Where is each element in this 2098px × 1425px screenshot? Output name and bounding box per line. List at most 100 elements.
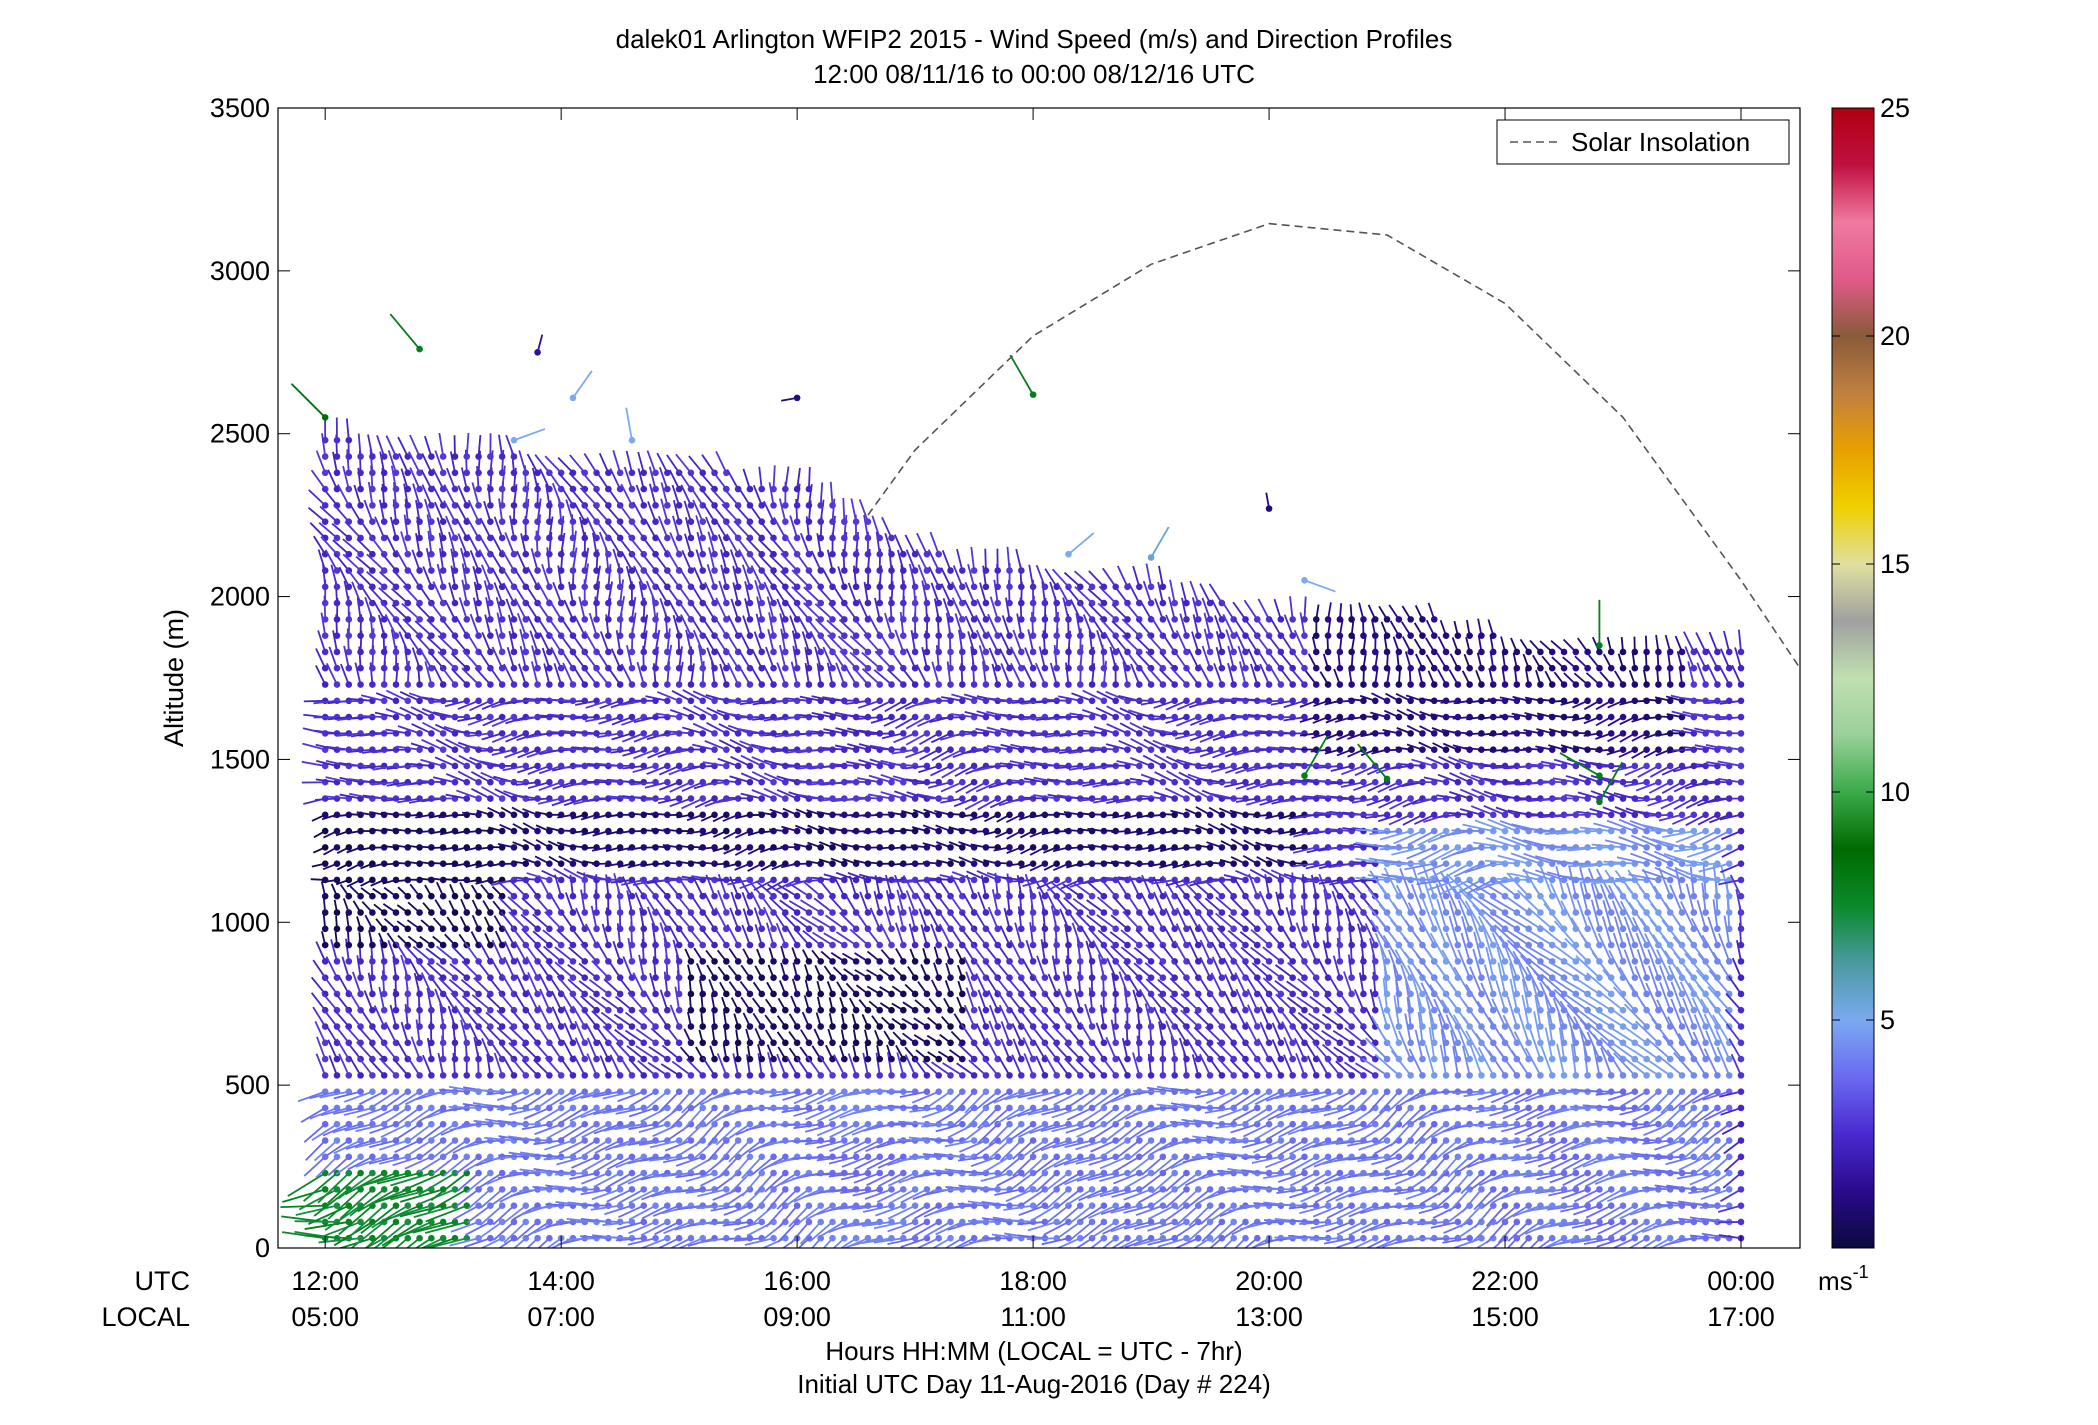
wind-barb-dot	[416, 1169, 423, 1177]
wind-barb-dot	[333, 583, 341, 591]
wind-barb-dot	[876, 1072, 884, 1079]
wind-barb-stem	[307, 506, 326, 523]
wind-barb-dot	[723, 746, 730, 753]
wind-barb-dot	[357, 469, 364, 477]
wind-barb-dot	[734, 941, 742, 949]
wind-barb-stem	[438, 548, 445, 571]
wind-barb-dot	[581, 876, 589, 884]
wind-barb-dot	[380, 616, 388, 623]
wind-barb-stem	[374, 711, 397, 718]
wind-barb-stem	[325, 759, 349, 767]
wind-barb-stem	[395, 549, 409, 571]
wind-barb-dot	[416, 1104, 423, 1112]
wind-barb-dot	[793, 534, 801, 542]
wind-barb-dot	[463, 567, 471, 574]
wind-barb-dot	[652, 941, 659, 949]
wind-barb-dot	[911, 958, 919, 965]
wind-barb-dot	[451, 925, 459, 933]
wind-barb-dot	[404, 730, 412, 737]
wind-barb-dot	[640, 958, 648, 965]
wind-barb-dot	[404, 697, 412, 705]
wind-barb-dot	[510, 958, 518, 965]
wind-barb-stem	[436, 517, 445, 539]
wind-barb-dot	[546, 1234, 553, 1242]
wind-barb-stem	[345, 418, 350, 441]
wind-barb-dot	[640, 1072, 648, 1079]
wind-barb-dot	[782, 941, 789, 949]
wind-barb-dot	[888, 1006, 895, 1014]
wind-barb-dot	[357, 1169, 364, 1177]
wind-barb-stem	[350, 1221, 385, 1248]
wind-barb-dot	[416, 941, 423, 949]
wind-barb-stem	[372, 600, 385, 620]
wind-barb-dot	[616, 567, 624, 574]
wind-barb-dot	[380, 583, 388, 591]
wind-barb-stem	[336, 484, 350, 506]
wind-barb-dot	[888, 534, 895, 542]
wind-barb-dot	[911, 974, 919, 981]
wind-barb-dot	[439, 632, 447, 639]
wind-barb-dot	[841, 583, 848, 591]
wind-barb-dot	[392, 502, 400, 509]
wind-barb-dot	[569, 909, 577, 916]
wind-barb-stem	[385, 689, 409, 702]
wind-barb-dot	[675, 1088, 683, 1095]
wind-barb-dot	[475, 616, 482, 623]
wind-barb-dot	[392, 681, 400, 688]
wind-barb-dot	[935, 1088, 943, 1095]
wind-barb-dot	[369, 469, 376, 477]
wind-barb-dot	[593, 616, 600, 623]
wind-barb-dot	[369, 1153, 376, 1161]
wind-barb-dot	[841, 1072, 848, 1079]
wind-barb-dot	[793, 909, 801, 916]
wind-barb-dot	[380, 534, 388, 542]
wind-barb-dot	[734, 681, 742, 688]
wind-barb-stem	[410, 763, 432, 767]
wind-barb-dot	[841, 1006, 848, 1014]
wind-barb-dot	[522, 648, 530, 656]
wind-barb-stem	[395, 1123, 421, 1140]
wind-barb-dot	[699, 534, 707, 542]
wind-barb-dot	[392, 485, 400, 493]
wind-barb-stem	[368, 586, 385, 604]
wind-barb-dot	[758, 762, 766, 770]
wind-barb-dot	[628, 469, 636, 477]
wind-barb-dot	[805, 974, 813, 981]
wind-barb-stem	[313, 699, 338, 705]
wind-barb-dot	[616, 1137, 624, 1144]
wind-barb-dot	[675, 1006, 683, 1014]
wind-barb-dot	[923, 713, 931, 721]
wind-barb-dot	[687, 958, 695, 965]
wind-barb-dot	[793, 811, 801, 819]
wind-barb-stem	[300, 1107, 326, 1123]
wind-barb-dot	[911, 567, 919, 574]
wind-barb-dot	[841, 941, 848, 949]
wind-barb-dot	[664, 1120, 671, 1128]
wind-barb-stem	[398, 631, 409, 653]
wind-barb-dot	[652, 469, 659, 477]
wind-barb-stem	[886, 1090, 916, 1094]
wind-barb-dot	[345, 844, 353, 851]
wind-barb-dot	[333, 664, 341, 672]
wind-barb-stem	[360, 1204, 397, 1235]
wind-barb-dot	[652, 485, 659, 493]
wind-barb-dot	[675, 958, 683, 965]
wind-barb-dot	[841, 958, 848, 965]
wind-barb-stem	[391, 1221, 432, 1241]
wind-barb-dot	[463, 616, 471, 623]
wind-barb-dot	[546, 567, 553, 574]
wind-barb-dot	[770, 1006, 777, 1014]
wind-barb-stem	[420, 758, 444, 767]
wind-barb-stem	[394, 1090, 421, 1109]
wind-barb-dot	[333, 534, 341, 542]
wind-barb-dot	[546, 534, 553, 542]
wind-barb-dot	[616, 648, 624, 656]
wind-barb-dot	[451, 1072, 459, 1079]
wind-barb-dot	[498, 632, 506, 639]
wind-barb-stem	[421, 696, 444, 702]
wind-barb-dot	[699, 990, 707, 998]
wind-barb-dot	[746, 1023, 754, 1030]
wind-barb-dot	[522, 550, 530, 558]
wind-barb-dot	[475, 469, 482, 477]
